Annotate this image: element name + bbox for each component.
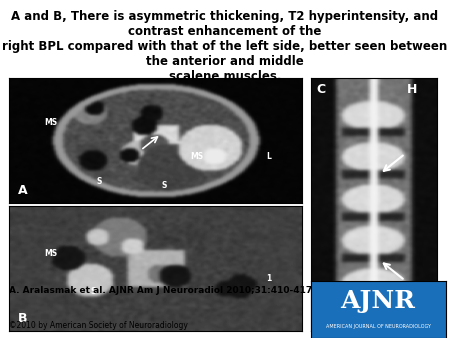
Text: S: S [97,177,102,186]
Text: A: A [18,184,27,197]
Text: A. Aralasmak et al. AJNR Am J Neuroradiol 2010;31:410-417: A. Aralasmak et al. AJNR Am J Neuroradio… [9,286,312,295]
Text: B: B [18,312,27,325]
Text: MS: MS [44,249,57,258]
Text: AJNR: AJNR [341,289,415,313]
Text: H: H [407,83,418,96]
Text: MS: MS [44,118,57,127]
Text: S: S [91,287,96,296]
Text: 1: 1 [266,274,272,283]
Text: C: C [317,83,326,96]
Text: S: S [161,181,166,190]
Text: ©2010 by American Society of Neuroradiology: ©2010 by American Society of Neuroradiol… [9,320,188,330]
Text: AMERICAN JOURNAL OF NEURORADIOLOGY: AMERICAN JOURNAL OF NEURORADIOLOGY [325,324,431,329]
Text: L: L [266,152,271,161]
Text: MS: MS [190,152,203,161]
Text: A and B, There is asymmetric thickening, T2 hyperintensity, and contrast enhance: A and B, There is asymmetric thickening,… [2,10,448,83]
